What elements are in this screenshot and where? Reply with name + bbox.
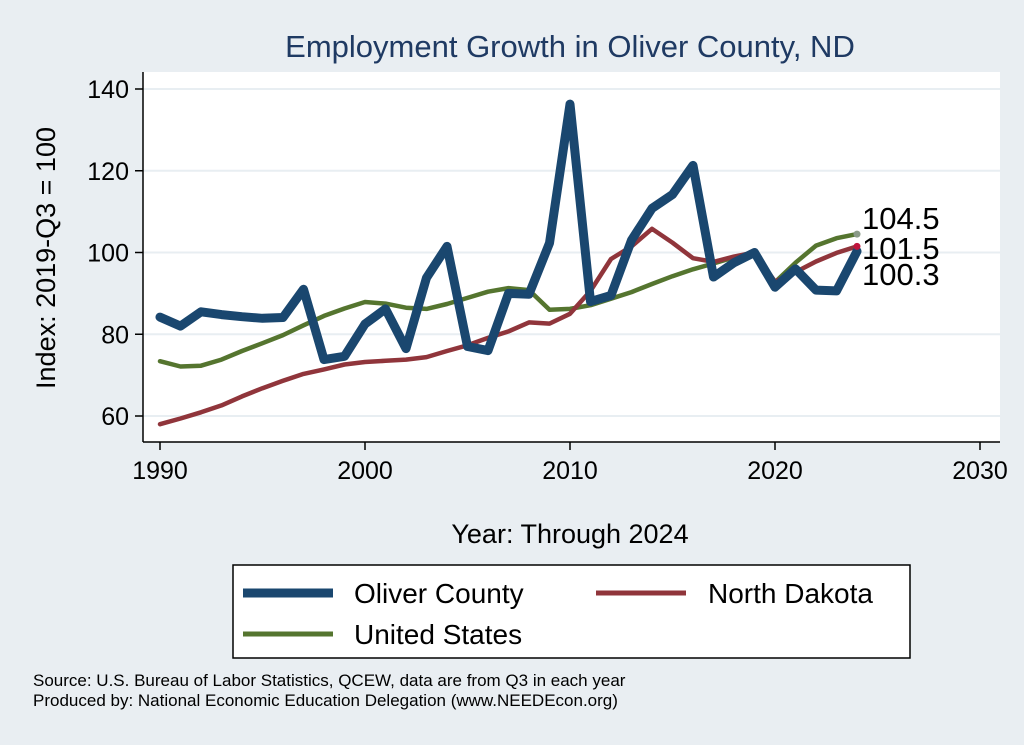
end-label-100-3: 100.3 <box>862 257 940 292</box>
y-tick-label-80: 80 <box>101 321 129 349</box>
x-tick-label-2000: 2000 <box>337 457 393 485</box>
y-tick-label-60: 60 <box>101 403 129 431</box>
legend-label-oliver-county: Oliver County <box>354 578 524 609</box>
series-lines <box>155 99 862 427</box>
y-tick-label-100: 100 <box>87 240 129 268</box>
source-note: Source: U.S. Bureau of Labor Statistics,… <box>33 671 626 690</box>
series-line-oliver-county <box>155 99 862 365</box>
x-axis-label: Year: Through 2024 <box>451 519 688 549</box>
producer-note: Produced by: National Economic Education… <box>33 691 618 710</box>
end-label-104-5: 104.5 <box>862 201 940 236</box>
y-tick-label-120: 120 <box>87 158 129 186</box>
endpoint-marker-united-states <box>853 230 861 238</box>
chart-title: Employment Growth in Oliver County, ND <box>285 29 855 64</box>
x-tick-label-2030: 2030 <box>952 457 1008 485</box>
legend-label-north-dakota: North Dakota <box>708 578 873 609</box>
endpoint-marker-north-dakota <box>853 242 861 250</box>
legend-box <box>232 564 911 659</box>
axes <box>142 72 1000 443</box>
y-tick-label-140: 140 <box>87 76 129 104</box>
legend-label-united-states: United States <box>354 619 522 650</box>
x-ticks: 1990 2000 2010 2020 2030 <box>132 442 1008 485</box>
x-tick-label-2020: 2020 <box>747 457 803 485</box>
end-label-101-5: 101.5 <box>862 231 940 266</box>
y-axis-label: Index: 2019-Q3 = 100 <box>31 127 61 389</box>
x-tick-label-1990: 1990 <box>132 457 188 485</box>
legend: Oliver County North Dakota United States <box>232 564 911 659</box>
x-tick-label-2010: 2010 <box>542 457 598 485</box>
y-ticks: 60 80 100 120 140 <box>87 76 143 431</box>
